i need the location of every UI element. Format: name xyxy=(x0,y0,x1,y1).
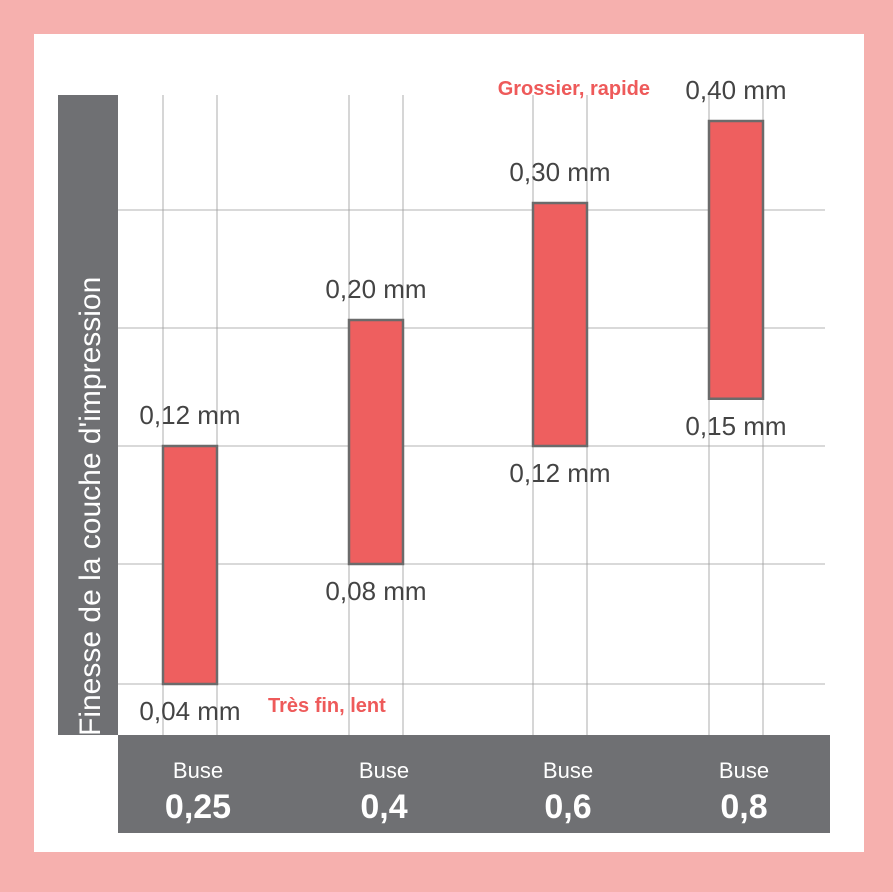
category-size-label: 0,25 xyxy=(165,788,231,826)
max-value-label: 0,40 mm xyxy=(685,75,786,105)
category-prefix-label: Buse xyxy=(359,758,409,783)
range-bar xyxy=(531,201,589,448)
category-size-label: 0,6 xyxy=(544,788,591,826)
range-bar xyxy=(347,318,405,566)
value-labels: 0,12 mm 0,04 mm 0,20 mm 0,08 mm 0,30 mm 0,12 … xyxy=(139,75,786,726)
y-axis-title: Finesse de la couche d'impression xyxy=(74,277,107,736)
category-prefix-label: Buse xyxy=(173,758,223,783)
min-value-label: 0,04 mm xyxy=(139,696,240,726)
annotation-top: Grossier, rapide xyxy=(498,78,650,100)
y-axis-band xyxy=(58,95,118,735)
category-prefix-label: Buse xyxy=(543,758,593,783)
annotation-bottom: Très fin, lent xyxy=(268,695,386,717)
min-value-label: 0,12 mm xyxy=(509,458,610,488)
max-value-label: 0,30 mm xyxy=(509,157,610,187)
x-axis-band xyxy=(118,735,830,833)
max-value-label: 0,12 mm xyxy=(139,400,240,430)
category-labels: Buse 0,25 Buse 0,4 Buse 0,6 Buse 0,8 xyxy=(165,758,769,826)
category-size-label: 0,8 xyxy=(720,788,767,826)
max-value-label: 0,20 mm xyxy=(325,274,426,304)
min-value-label: 0,15 mm xyxy=(685,411,786,441)
range-bar xyxy=(707,119,765,400)
bars xyxy=(161,119,765,686)
category-size-label: 0,4 xyxy=(360,788,407,826)
min-value-label: 0,08 mm xyxy=(325,576,426,606)
range-bar xyxy=(161,444,219,686)
category-prefix-label: Buse xyxy=(719,758,769,783)
